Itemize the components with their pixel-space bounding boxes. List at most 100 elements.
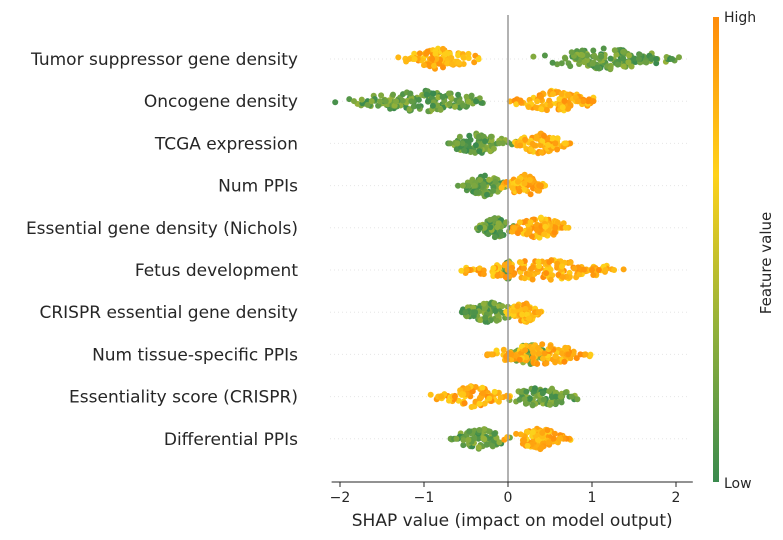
data-point xyxy=(549,272,556,279)
data-point xyxy=(521,180,528,187)
data-point xyxy=(526,177,533,183)
data-point xyxy=(607,65,614,71)
data-point xyxy=(521,396,528,403)
data-point xyxy=(493,317,500,324)
data-point xyxy=(579,52,586,59)
feature-label: Essentiality score (CRISPR) xyxy=(69,388,298,408)
data-point xyxy=(676,54,682,61)
data-point xyxy=(565,91,571,98)
data-point xyxy=(526,315,532,322)
data-point xyxy=(538,214,544,221)
data-point xyxy=(440,45,446,52)
data-point xyxy=(491,430,498,437)
feature-label: Oncogene density xyxy=(144,92,298,112)
data-point xyxy=(427,391,434,398)
data-point xyxy=(501,262,508,269)
data-point xyxy=(530,53,537,60)
data-point xyxy=(462,309,469,316)
data-point xyxy=(425,98,432,105)
feature-label: Differential PPIs xyxy=(164,430,298,450)
data-point xyxy=(459,140,466,147)
data-point xyxy=(476,400,483,407)
data-point xyxy=(574,396,581,403)
data-point xyxy=(552,140,559,147)
data-point xyxy=(540,396,547,403)
data-point xyxy=(562,224,569,231)
data-point xyxy=(540,355,546,362)
data-point xyxy=(475,435,482,442)
data-point xyxy=(537,142,544,149)
data-point xyxy=(538,106,545,113)
data-point xyxy=(456,133,463,140)
data-point xyxy=(536,263,542,270)
data-point xyxy=(580,98,587,105)
data-point xyxy=(529,354,536,361)
data-point xyxy=(459,391,465,398)
data-point xyxy=(556,96,563,102)
data-point xyxy=(576,271,583,278)
data-point xyxy=(625,59,632,66)
data-point xyxy=(558,399,565,406)
data-point xyxy=(614,61,621,68)
data-point xyxy=(497,394,504,401)
data-point xyxy=(620,55,627,62)
data-point xyxy=(560,220,567,227)
data-point xyxy=(532,385,538,392)
data-point xyxy=(522,136,529,143)
data-point xyxy=(535,309,542,316)
data-point xyxy=(461,400,468,407)
data-point xyxy=(517,142,524,149)
data-point xyxy=(552,359,559,366)
data-point xyxy=(521,265,527,272)
data-point xyxy=(460,54,467,61)
data-point xyxy=(547,343,554,350)
data-point xyxy=(482,314,489,321)
data-point xyxy=(482,138,489,145)
data-point xyxy=(393,98,400,105)
data-point xyxy=(524,429,531,436)
data-point xyxy=(479,384,486,391)
data-point xyxy=(399,97,406,104)
data-point xyxy=(620,48,627,55)
data-point xyxy=(669,56,676,62)
data-point xyxy=(499,303,506,310)
data-point xyxy=(492,308,499,314)
data-point xyxy=(451,393,458,400)
data-point xyxy=(534,360,541,367)
data-point xyxy=(481,224,488,231)
data-point xyxy=(543,360,550,367)
data-point xyxy=(517,97,524,104)
x-ticks: −2 −1 0 1 2 xyxy=(330,482,680,506)
data-point xyxy=(526,395,533,402)
data-point xyxy=(448,54,455,61)
data-point xyxy=(410,103,417,110)
data-point xyxy=(440,64,446,71)
data-point xyxy=(431,62,438,69)
data-point xyxy=(558,393,565,400)
data-point xyxy=(539,429,546,436)
data-point xyxy=(535,345,541,352)
data-point xyxy=(552,353,559,360)
data-point xyxy=(411,56,418,62)
data-point xyxy=(509,185,516,192)
data-point xyxy=(545,227,552,234)
data-point xyxy=(471,182,478,189)
data-point xyxy=(513,430,520,437)
data-point xyxy=(375,102,382,109)
data-point xyxy=(558,60,565,67)
data-point xyxy=(498,232,505,239)
data-point xyxy=(539,390,546,397)
data-point xyxy=(551,430,558,437)
colorbar-title: Feature value xyxy=(757,212,775,314)
data-point xyxy=(589,60,596,67)
data-point xyxy=(451,103,458,110)
data-point xyxy=(460,437,467,444)
data-point xyxy=(480,271,487,278)
data-point xyxy=(521,275,528,282)
data-point xyxy=(456,59,462,66)
data-point xyxy=(473,98,480,105)
data-point xyxy=(484,191,490,198)
data-point xyxy=(581,266,587,273)
data-point xyxy=(517,431,524,438)
